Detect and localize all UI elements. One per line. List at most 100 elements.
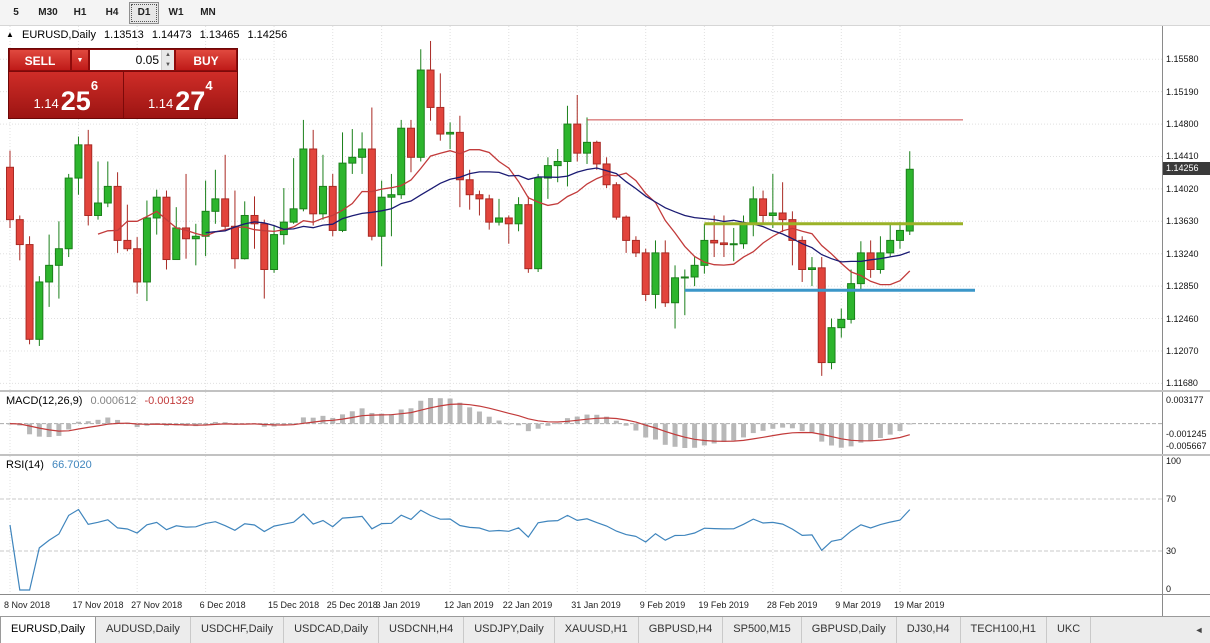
collapse-panel-icon[interactable]: ▲ xyxy=(6,30,14,39)
rsi-axis-label: 30 xyxy=(1166,546,1177,556)
rsi-value: 66.7020 xyxy=(51,459,92,471)
timeframe-button-MN[interactable]: MN xyxy=(200,6,216,18)
rsi-axis: 100 70 30 0 xyxy=(1162,456,1209,594)
macd-signal-line xyxy=(9,403,910,442)
chart-tab-eurusd-daily[interactable]: EURUSD,Daily xyxy=(0,617,96,643)
date-axis-label: 19 Mar 2019 xyxy=(893,600,945,610)
panel-splitter[interactable] xyxy=(0,390,1210,392)
timeframe-button-H4[interactable]: H4 xyxy=(105,6,119,18)
buy-button[interactable]: BUY xyxy=(175,49,237,71)
chart-tab-dj30-h4[interactable]: DJ30,H4 xyxy=(897,617,961,643)
bid-big-figure: 1.14 xyxy=(33,96,59,111)
date-axis-label: 9 Mar 2019 xyxy=(835,600,881,610)
ma-slow-line xyxy=(205,167,911,263)
price-axis-label: 1.12460 xyxy=(1166,313,1199,324)
price-panel: 1.14256 1.15580 1.15190 1.14800 1.14410 1.14… xyxy=(0,26,1210,390)
ohlc-open: 1.13513 xyxy=(104,29,144,41)
ask-pips: 27 xyxy=(175,86,206,117)
price-axis-label: 1.13240 xyxy=(1166,248,1199,259)
chart-tab-audusd-daily[interactable]: AUDUSD,Daily xyxy=(96,617,191,643)
chart-tab-usdcnh-h4[interactable]: USDCNH,H4 xyxy=(379,617,465,643)
tab-scroll-left-icon[interactable]: ◄ xyxy=(1194,625,1204,635)
spin-down-icon[interactable]: ▼ xyxy=(165,62,171,68)
chart-tab-usdcad-daily[interactable]: USDCAD,Daily xyxy=(284,617,380,643)
date-axis-label: 8 Nov 2018 xyxy=(4,600,51,610)
macd-axis-label: -0.005667 xyxy=(1166,441,1207,451)
price-axis-label: 1.14800 xyxy=(1166,119,1199,130)
one-click-trading-panel: SELL ▼ ▲ ▼ BUY 1.14 25 6 xyxy=(8,48,238,119)
chart-header: ▲ EURUSD,Daily 1.13513 1.14473 1.13465 1… xyxy=(6,29,292,41)
price-axis-label: 1.12850 xyxy=(1166,281,1199,292)
macd-header: MACD(12,26,9) 0.000612 -0.001329 xyxy=(6,395,199,407)
date-axis-label: 22 Jan 2019 xyxy=(502,600,553,610)
date-axis: 8 Nov 2018 17 Nov 2018 27 Nov 2018 6 Dec 20… xyxy=(0,594,1210,617)
timeframe-button-5[interactable]: 5 xyxy=(13,6,19,18)
chart-tab-gbpusd-daily[interactable]: GBPUSD,Daily xyxy=(802,617,897,643)
axis-corner xyxy=(1162,595,1163,617)
panel-splitter[interactable] xyxy=(0,454,1210,456)
ask-fraction: 4 xyxy=(205,78,213,93)
price-axis-label: 1.13630 xyxy=(1166,216,1199,227)
date-axis-label: 25 Dec 2018 xyxy=(326,600,378,610)
date-axis-label: 12 Jan 2019 xyxy=(444,600,494,610)
sell-button[interactable]: SELL xyxy=(9,49,71,71)
current-price-tag: 1.14256 xyxy=(1163,162,1210,176)
volume-spinner: ▲ ▼ xyxy=(161,50,174,70)
chart-tab-usdchf-daily[interactable]: USDCHF,Daily xyxy=(191,617,285,643)
date-axis-label: 27 Nov 2018 xyxy=(131,600,183,610)
date-axis-label: 28 Feb 2019 xyxy=(766,600,818,610)
macd-panel: 0.003177 -0.001245 -0.005667 MACD(12,26,9)… xyxy=(0,392,1210,454)
timeframe-toolbar: 5 M30 H1 H4 D1 W1 MN xyxy=(0,0,1210,26)
chart-tab-tech100-h1[interactable]: TECH100,H1 xyxy=(961,617,1047,643)
rsi-line xyxy=(9,508,911,591)
price-axis-label: 1.14020 xyxy=(1166,183,1199,194)
timeframe-button-M30[interactable]: M30 xyxy=(38,6,58,18)
price-axis-label: 1.12070 xyxy=(1166,345,1199,356)
price-axis-label: 1.14410 xyxy=(1166,151,1199,162)
rsi-axis-label: 0 xyxy=(1166,584,1172,594)
date-axis-label: 19 Feb 2019 xyxy=(698,600,749,610)
chart-tab-gbpusd-h4[interactable]: GBPUSD,H4 xyxy=(639,617,724,643)
rsi-chart[interactable] xyxy=(0,456,1162,594)
ask-big-figure: 1.14 xyxy=(147,96,174,111)
bid-fraction: 6 xyxy=(90,78,99,93)
macd-axis-label: 0.003177 xyxy=(1166,395,1204,405)
macd-signal-value: -0.001329 xyxy=(144,395,194,407)
date-axis-label: 3 Jan 2019 xyxy=(375,600,421,610)
macd-title: MACD(12,26,9) xyxy=(6,395,83,407)
timeframe-button-D1[interactable]: D1 xyxy=(129,1,159,24)
chart-tab-sp500-m15[interactable]: SP500,M15 xyxy=(723,617,802,643)
chart-tab-ukc[interactable]: UKC xyxy=(1047,617,1092,643)
volume-dropdown-icon[interactable]: ▼ xyxy=(71,49,89,71)
price-axis: 1.14256 1.15580 1.15190 1.14800 1.14410 1.14… xyxy=(1162,26,1210,390)
candles xyxy=(6,40,914,376)
macd-value: 0.000612 xyxy=(90,395,137,407)
bid-pips: 25 xyxy=(60,86,91,117)
volume-input[interactable] xyxy=(90,50,161,70)
ohlc-high: 1.14473 xyxy=(151,29,192,41)
rsi-panel: 100 70 30 0 RSI(14) 66.7020 xyxy=(0,456,1210,594)
timeframe-button-H1[interactable]: H1 xyxy=(73,6,87,18)
chart-window: 1.14256 1.15580 1.15190 1.14800 1.14410 1.14… xyxy=(0,26,1210,617)
spin-up-icon[interactable]: ▲ xyxy=(165,52,171,58)
price-axis-label: 1.15580 xyxy=(1166,54,1199,65)
price-chart[interactable] xyxy=(0,26,1162,390)
rsi-axis-label: 70 xyxy=(1166,494,1177,504)
price-axis-label: 1.15190 xyxy=(1166,86,1199,97)
chart-tab-usdjpy-daily[interactable]: USDJPY,Daily xyxy=(464,617,555,643)
ma-fast-line xyxy=(97,148,911,286)
rsi-title: RSI(14) xyxy=(6,459,44,471)
price-axis-label: 1.11680 xyxy=(1166,378,1198,389)
macd-chart[interactable] xyxy=(0,392,1162,454)
timeframe-button-W1[interactable]: W1 xyxy=(168,6,184,18)
chart-tab-xauusd-h1[interactable]: XAUUSD,H1 xyxy=(555,617,639,643)
rsi-header: RSI(14) 66.7020 xyxy=(6,459,97,471)
date-axis-label: 6 Dec 2018 xyxy=(199,600,246,610)
ohlc-close: 1.14256 xyxy=(247,29,288,41)
ask-price[interactable]: 1.14 27 4 xyxy=(123,72,237,118)
bid-price[interactable]: 1.14 25 6 xyxy=(9,72,123,118)
date-axis-label: 9 Feb 2019 xyxy=(639,600,686,610)
volume-field: ▲ ▼ xyxy=(89,49,175,71)
rsi-axis-label: 100 xyxy=(1166,456,1182,466)
